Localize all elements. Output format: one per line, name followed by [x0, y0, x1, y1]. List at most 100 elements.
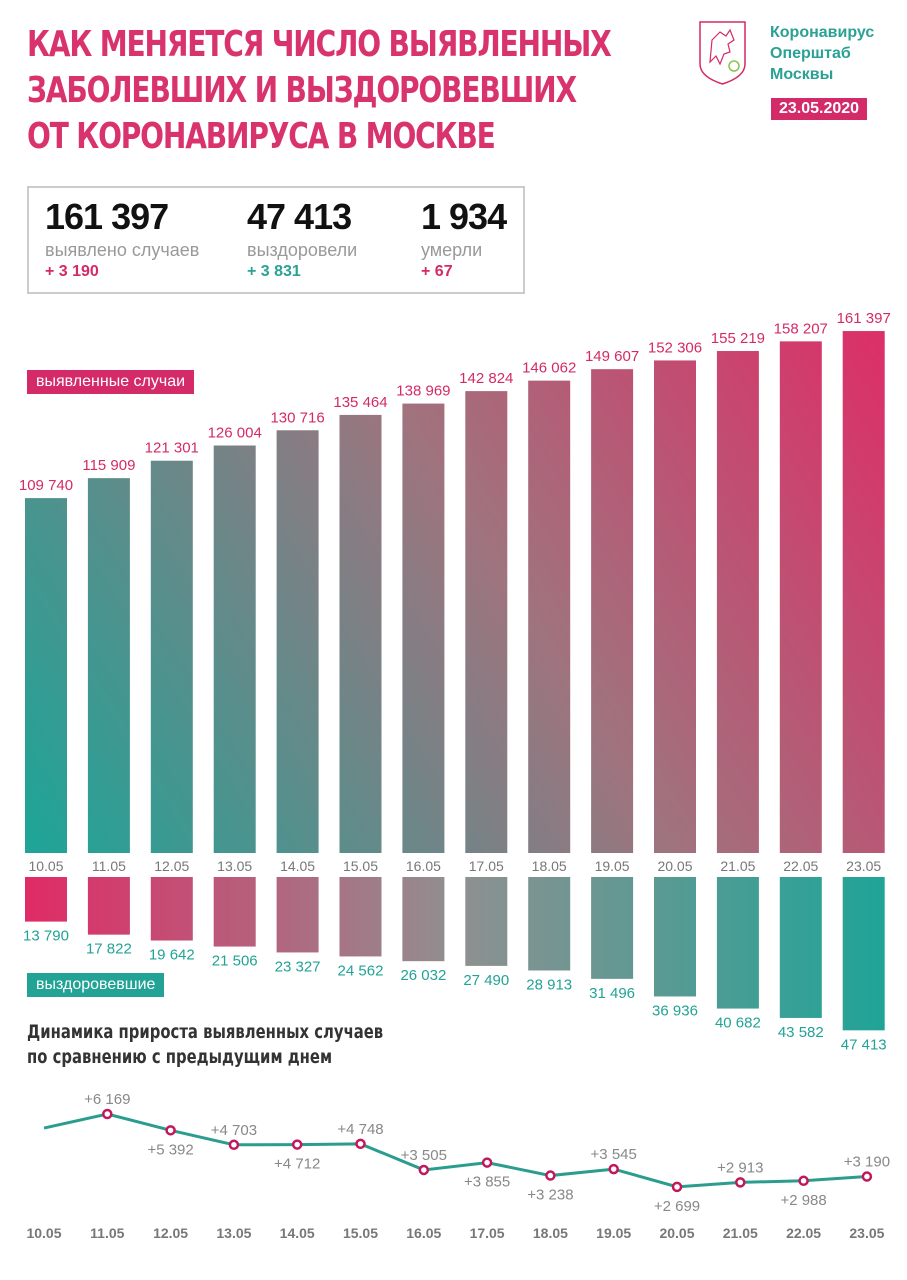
bar-label-cases: 109 740 — [19, 477, 73, 494]
bar-label-recovered: 13 790 — [23, 928, 69, 945]
bar-recovered — [213, 877, 256, 947]
bar-cases — [25, 498, 67, 853]
bar-cases — [716, 351, 759, 853]
bar-label-cases: 121 301 — [145, 440, 199, 457]
bar-label-recovered: 28 913 — [526, 977, 572, 994]
line-point-label: +6 169 — [84, 1091, 130, 1108]
bar-cases — [591, 369, 634, 853]
subtitle-line: по сравнению с предыдущим днем — [27, 1046, 333, 1068]
bar-label-recovered: 17 822 — [86, 941, 132, 958]
line-point — [798, 1175, 809, 1187]
bar-label-recovered: 26 032 — [400, 967, 446, 984]
bar-cases — [150, 460, 193, 853]
x-tick-label: 20.05 — [659, 1225, 694, 1241]
line-point — [355, 1138, 366, 1150]
x-tick-label: 13.05 — [216, 1225, 251, 1241]
bar-cases — [465, 391, 508, 853]
line-point — [545, 1170, 556, 1181]
bar-label-cases: 158 207 — [774, 320, 828, 337]
bar-recovered — [402, 877, 445, 962]
line-point-label: +3 238 — [527, 1187, 573, 1204]
logo-line: Москвы — [770, 66, 834, 83]
line-point-label: +5 392 — [147, 1141, 193, 1158]
bar-cases — [276, 430, 319, 853]
date-label: 13.05 — [217, 858, 252, 874]
bar-label-cases: 142 824 — [459, 370, 513, 387]
date-badge: 23.05.2020 — [771, 98, 868, 120]
bar-cases — [654, 360, 696, 853]
stat-increment: + 67 — [421, 263, 453, 280]
date-label: 10.05 — [28, 858, 63, 874]
line-point-label: +3 505 — [401, 1147, 447, 1164]
bar-label-recovered: 40 682 — [715, 1015, 761, 1032]
x-tick-label: 21.05 — [723, 1225, 758, 1241]
bar-label-cases: 152 306 — [648, 339, 702, 356]
line-point — [735, 1177, 746, 1188]
x-tick-label: 11.05 — [90, 1225, 124, 1241]
date-label: 20.05 — [657, 858, 692, 874]
line-point-label: +3 855 — [464, 1174, 510, 1191]
stat-cases: 161 397 выявлено случаев + 3 190 — [45, 196, 199, 281]
stat-label: выздоровели — [247, 240, 358, 260]
page-title: Как меняется число выявленных заболевших… — [27, 22, 698, 160]
bar-recovered — [842, 877, 885, 1031]
coat-of-arms-logo — [699, 21, 746, 85]
bar-recovered — [716, 877, 759, 1009]
bar-cases — [402, 403, 445, 853]
line-point-label: +4 703 — [211, 1122, 257, 1139]
x-tick-label: 16.05 — [406, 1225, 441, 1241]
line-point — [608, 1163, 619, 1175]
bar-label-recovered: 24 562 — [338, 962, 384, 979]
date-label: 15.05 — [343, 858, 378, 874]
bar-cases — [528, 380, 571, 853]
line-series — [43, 1112, 868, 1189]
logo-line: Оперштаб — [770, 45, 851, 62]
x-tick-label: 10.05 — [26, 1225, 61, 1241]
bar-recovered — [465, 877, 508, 966]
line-point — [418, 1164, 430, 1176]
date-label: 21.05 — [720, 858, 755, 874]
bar-label-cases: 138 969 — [396, 383, 450, 400]
date-label: 11.05 — [92, 858, 126, 874]
date-label: 22.05 — [783, 858, 818, 874]
bar-cases — [213, 445, 256, 853]
line-point — [165, 1125, 176, 1136]
line-point-label: +2 913 — [717, 1159, 763, 1176]
bar-label-recovered: 43 582 — [778, 1024, 824, 1041]
line-point-label: +4 712 — [274, 1156, 320, 1173]
bar-cases — [779, 341, 822, 853]
stat-increment: + 3 190 — [45, 263, 99, 280]
line-point-label: +4 748 — [337, 1121, 383, 1138]
bar-recovered — [779, 877, 822, 1018]
bar-label-recovered: 27 490 — [463, 972, 509, 989]
bar-recovered — [25, 877, 67, 922]
bar-label-recovered: 31 496 — [589, 985, 635, 1002]
line-chart-title: Динамика прироста выявленных случаев по … — [27, 1020, 573, 1070]
subtitle-line: Динамика прироста выявленных случаев — [27, 1021, 384, 1043]
stat-label: умерли — [421, 240, 483, 260]
bar-label-cases: 155 219 — [711, 330, 765, 347]
title-line: Как меняется число выявленных — [27, 24, 612, 65]
bar-recovered — [654, 877, 696, 997]
date-label: 12.05 — [154, 858, 189, 874]
line-point — [481, 1157, 493, 1168]
x-tick-label: 18.05 — [533, 1225, 568, 1241]
bar-recovered — [276, 877, 319, 953]
date-label: 23.05 — [846, 858, 881, 874]
bar-label-cases: 161 397 — [837, 310, 891, 327]
x-tick-label: 19.05 — [596, 1225, 631, 1241]
bar-recovered — [339, 877, 382, 957]
bar-cases — [842, 331, 885, 853]
logo-line: Коронавирус — [770, 24, 875, 41]
stat-value: 1 934 — [421, 196, 507, 237]
title-line: заболевших и выздоровевших — [27, 70, 577, 111]
title-line: от коронавируса в Москве — [27, 116, 496, 157]
bar-label-cases: 146 062 — [522, 360, 576, 377]
bar-label-cases: 115 909 — [82, 457, 135, 474]
stat-increment: + 3 831 — [247, 263, 301, 280]
stat-label: выявлено случаев — [45, 240, 200, 260]
line-point — [671, 1181, 683, 1193]
bar-recovered — [87, 877, 130, 935]
stat-value: 161 397 — [45, 196, 169, 237]
stat-deaths: 1 934 умерли + 67 — [421, 196, 507, 281]
